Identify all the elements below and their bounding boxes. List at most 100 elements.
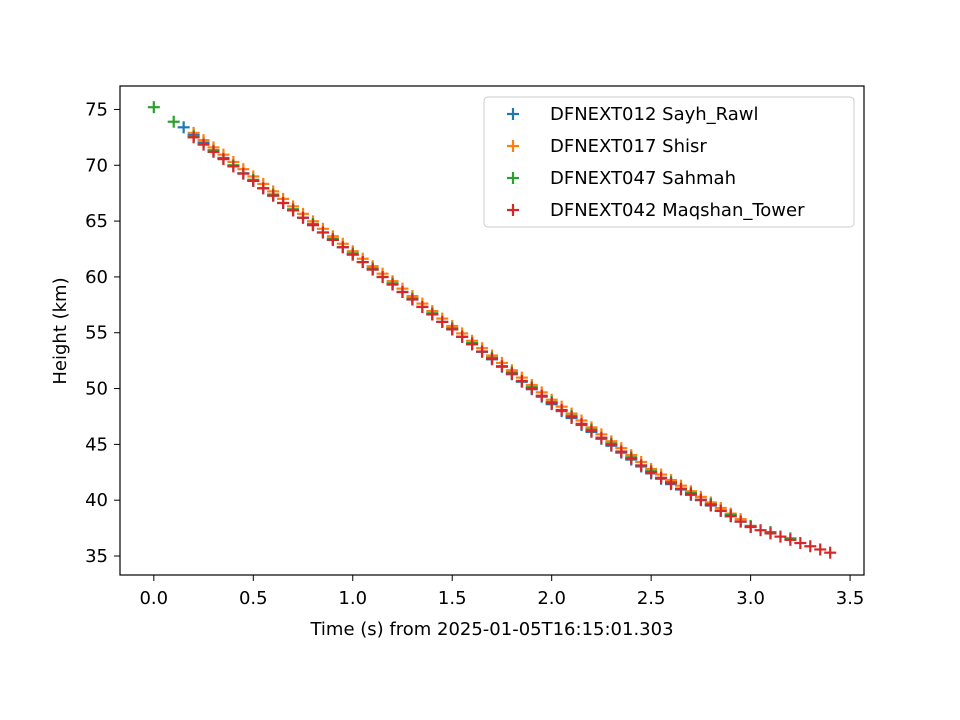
data-point	[456, 330, 469, 343]
data-point	[416, 300, 429, 313]
data-point	[306, 219, 319, 232]
data-point	[237, 167, 250, 180]
data-point	[645, 466, 658, 479]
data-point	[774, 530, 787, 543]
y-axis-label: Height (km)	[50, 277, 71, 384]
legend-label: DFNEXT012 Sayh_Rawl	[550, 104, 759, 125]
data-point	[476, 345, 489, 358]
data-point	[804, 540, 817, 553]
data-point	[655, 471, 668, 484]
data-point	[734, 515, 747, 528]
y-tick-label: 55	[85, 323, 108, 344]
data-point	[436, 315, 449, 328]
data-point	[426, 308, 439, 321]
x-tick-label: 3.0	[736, 588, 765, 609]
y-axis: 35 40 45 50 55 60 65 70 75	[85, 99, 120, 567]
legend-label: DFNEXT042 Maqshan_Tower	[550, 200, 805, 221]
y-tick-label: 45	[85, 434, 108, 455]
data-point	[764, 527, 777, 540]
legend-label: DFNEXT047 Sahmah	[550, 168, 736, 189]
data-point	[714, 504, 727, 517]
y-tick-label: 70	[85, 155, 108, 176]
data-point	[814, 543, 827, 556]
legend-marker	[507, 108, 519, 120]
y-tick-label: 60	[85, 267, 108, 288]
data-point	[565, 410, 578, 423]
data-point	[486, 352, 498, 365]
data-point	[316, 226, 329, 239]
data-point	[744, 520, 757, 533]
legend-marker	[507, 140, 519, 152]
data-point	[754, 524, 767, 537]
data-point	[535, 389, 548, 402]
data-point	[784, 533, 797, 546]
data-point	[336, 241, 349, 254]
data-point	[515, 374, 528, 387]
y-tick-label: 35	[85, 546, 108, 567]
data-point	[794, 537, 807, 550]
data-point	[446, 323, 459, 336]
data-point	[297, 211, 310, 224]
data-point	[257, 182, 270, 195]
legend-label: DFNEXT017 Shisr	[550, 136, 707, 157]
data-point	[167, 115, 180, 128]
y-tick-label: 75	[85, 99, 108, 120]
data-point	[396, 285, 409, 298]
series-4	[187, 131, 837, 559]
data-point	[704, 499, 717, 512]
x-tick-label: 0.0	[139, 588, 168, 609]
y-tick-label: 50	[85, 379, 108, 400]
legend: DFNEXT012 Sayh_Rawl DFNEXT017 Shisr DFNEXT…	[483, 96, 855, 228]
data-point	[635, 459, 648, 472]
data-point	[585, 424, 598, 437]
data-point	[525, 382, 538, 395]
data-point	[406, 293, 419, 306]
x-tick-label: 3.5	[836, 588, 865, 609]
data-point	[575, 417, 588, 430]
data-point	[495, 360, 508, 373]
data-point	[605, 438, 618, 451]
x-tick-label: 1.5	[438, 588, 467, 609]
y-tick-label: 40	[85, 490, 108, 511]
data-point	[625, 452, 638, 465]
data-point	[277, 197, 290, 210]
data-point	[177, 121, 190, 134]
data-point	[694, 493, 707, 506]
data-point	[187, 131, 200, 144]
data-point	[505, 367, 518, 380]
legend-marker	[507, 172, 519, 184]
data-point	[386, 278, 399, 291]
x-tick-label: 2.5	[637, 588, 666, 609]
y-tick-label: 65	[85, 211, 108, 232]
data-point	[217, 153, 230, 166]
data-point	[366, 263, 379, 276]
x-tick-label: 0.5	[239, 588, 268, 609]
legend-box	[483, 96, 855, 228]
data-point	[197, 138, 210, 151]
plot-frame	[119, 85, 865, 576]
data-point	[227, 160, 240, 173]
data-points	[147, 101, 837, 559]
data-point	[665, 477, 678, 490]
data-point	[724, 510, 737, 523]
data-point	[376, 271, 389, 284]
data-point	[674, 482, 687, 495]
data-point	[545, 397, 558, 410]
data-point	[346, 248, 359, 261]
data-point	[555, 403, 568, 416]
data-point	[356, 256, 369, 269]
data-point	[824, 546, 837, 559]
data-point	[595, 431, 608, 444]
data-point	[247, 174, 260, 187]
x-tick-label: 1.0	[338, 588, 367, 609]
data-point	[287, 204, 300, 217]
x-axis: 0.0 0.5 1.0 1.5 2.0 2.5 3.0 3.5	[139, 575, 864, 609]
legend-marker	[507, 204, 519, 216]
x-tick-label: 2.0	[537, 588, 566, 609]
data-point	[207, 145, 220, 158]
data-point	[267, 189, 280, 202]
data-point	[466, 338, 479, 351]
data-point	[684, 488, 697, 501]
data-point	[326, 233, 339, 246]
